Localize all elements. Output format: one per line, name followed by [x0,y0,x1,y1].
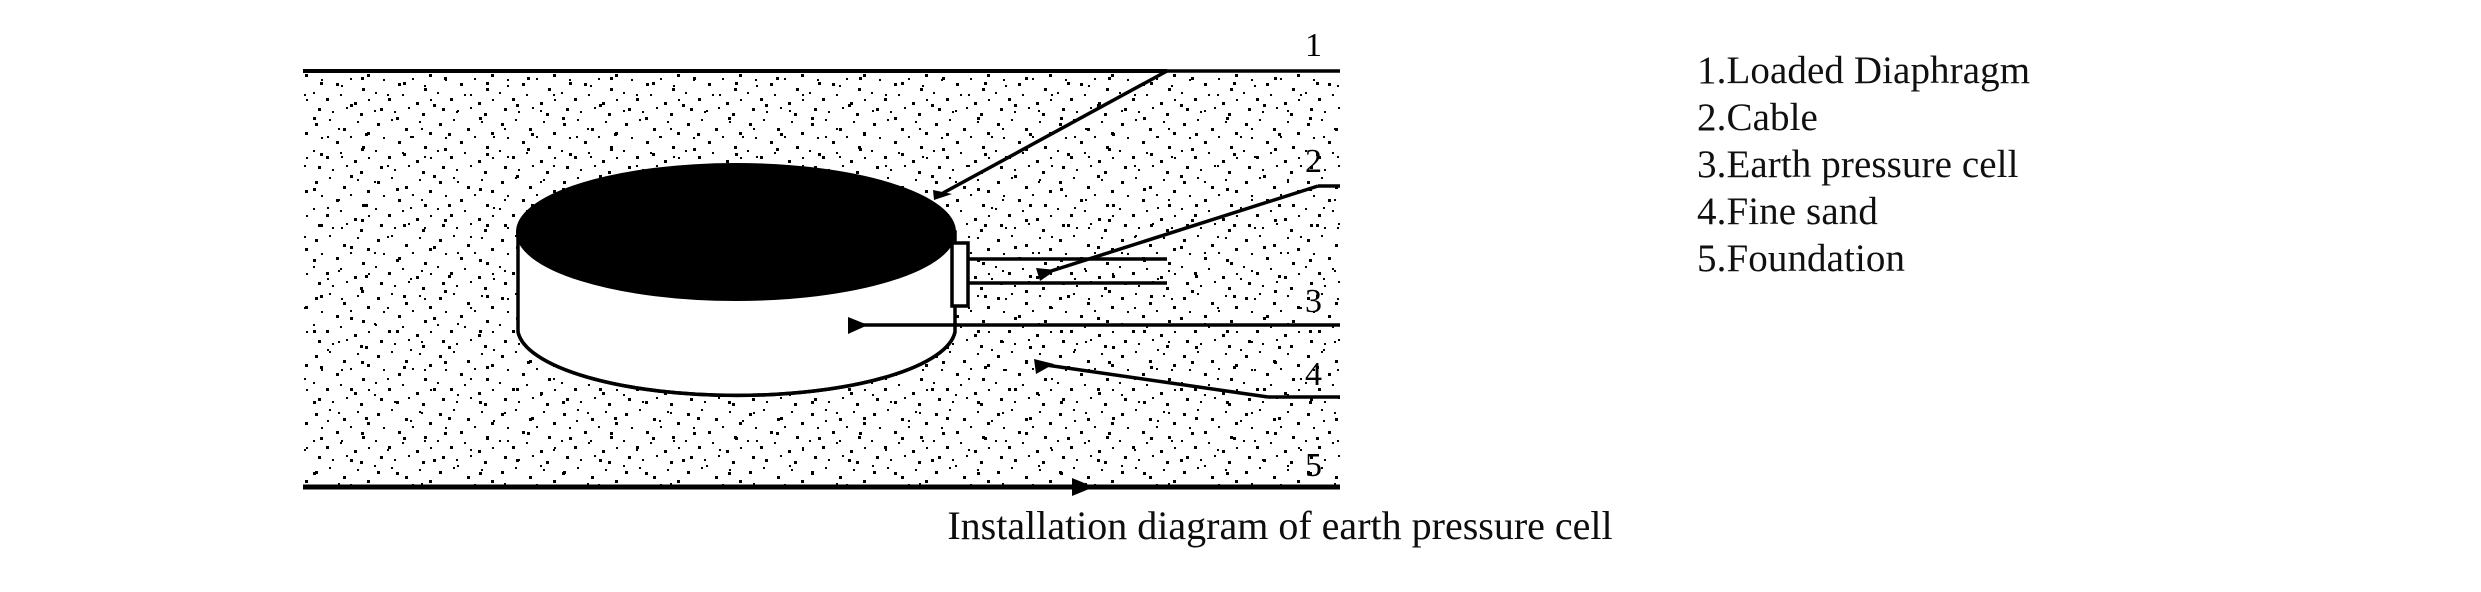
cable-lines [968,257,1167,285]
callout-number-3: 3 [1305,283,1322,320]
loaded-diaphragm-ellipse [516,163,956,301]
leader-line-2 [1036,184,1340,281]
callout-number-5: 5 [1305,447,1322,484]
leader-line-3 [848,317,1340,334]
leader-line-5 [1072,478,1340,496]
callout-number-4: 4 [1305,356,1322,393]
cable-connector-block [950,241,970,308]
legend-item-5: 5.Foundation [1697,237,1906,280]
callout-number-1: 1 [1305,27,1322,64]
leader-line-1 [933,69,1340,200]
legend-item-4: 4.Fine sand [1697,190,1878,233]
leader-line-4 [1034,359,1340,399]
parts-legend: 1.Loaded Diaphragm 2.Cable 3.Earth press… [1697,47,2397,282]
legend-item-3: 3.Earth pressure cell [1697,143,2019,186]
legend-item-1: 1.Loaded Diaphragm [1697,49,2031,92]
figure-caption: Installation diagram of earth pressure c… [947,503,1613,548]
callout-number-2: 2 [1305,143,1322,180]
legend-item-2: 2.Cable [1697,96,1818,139]
